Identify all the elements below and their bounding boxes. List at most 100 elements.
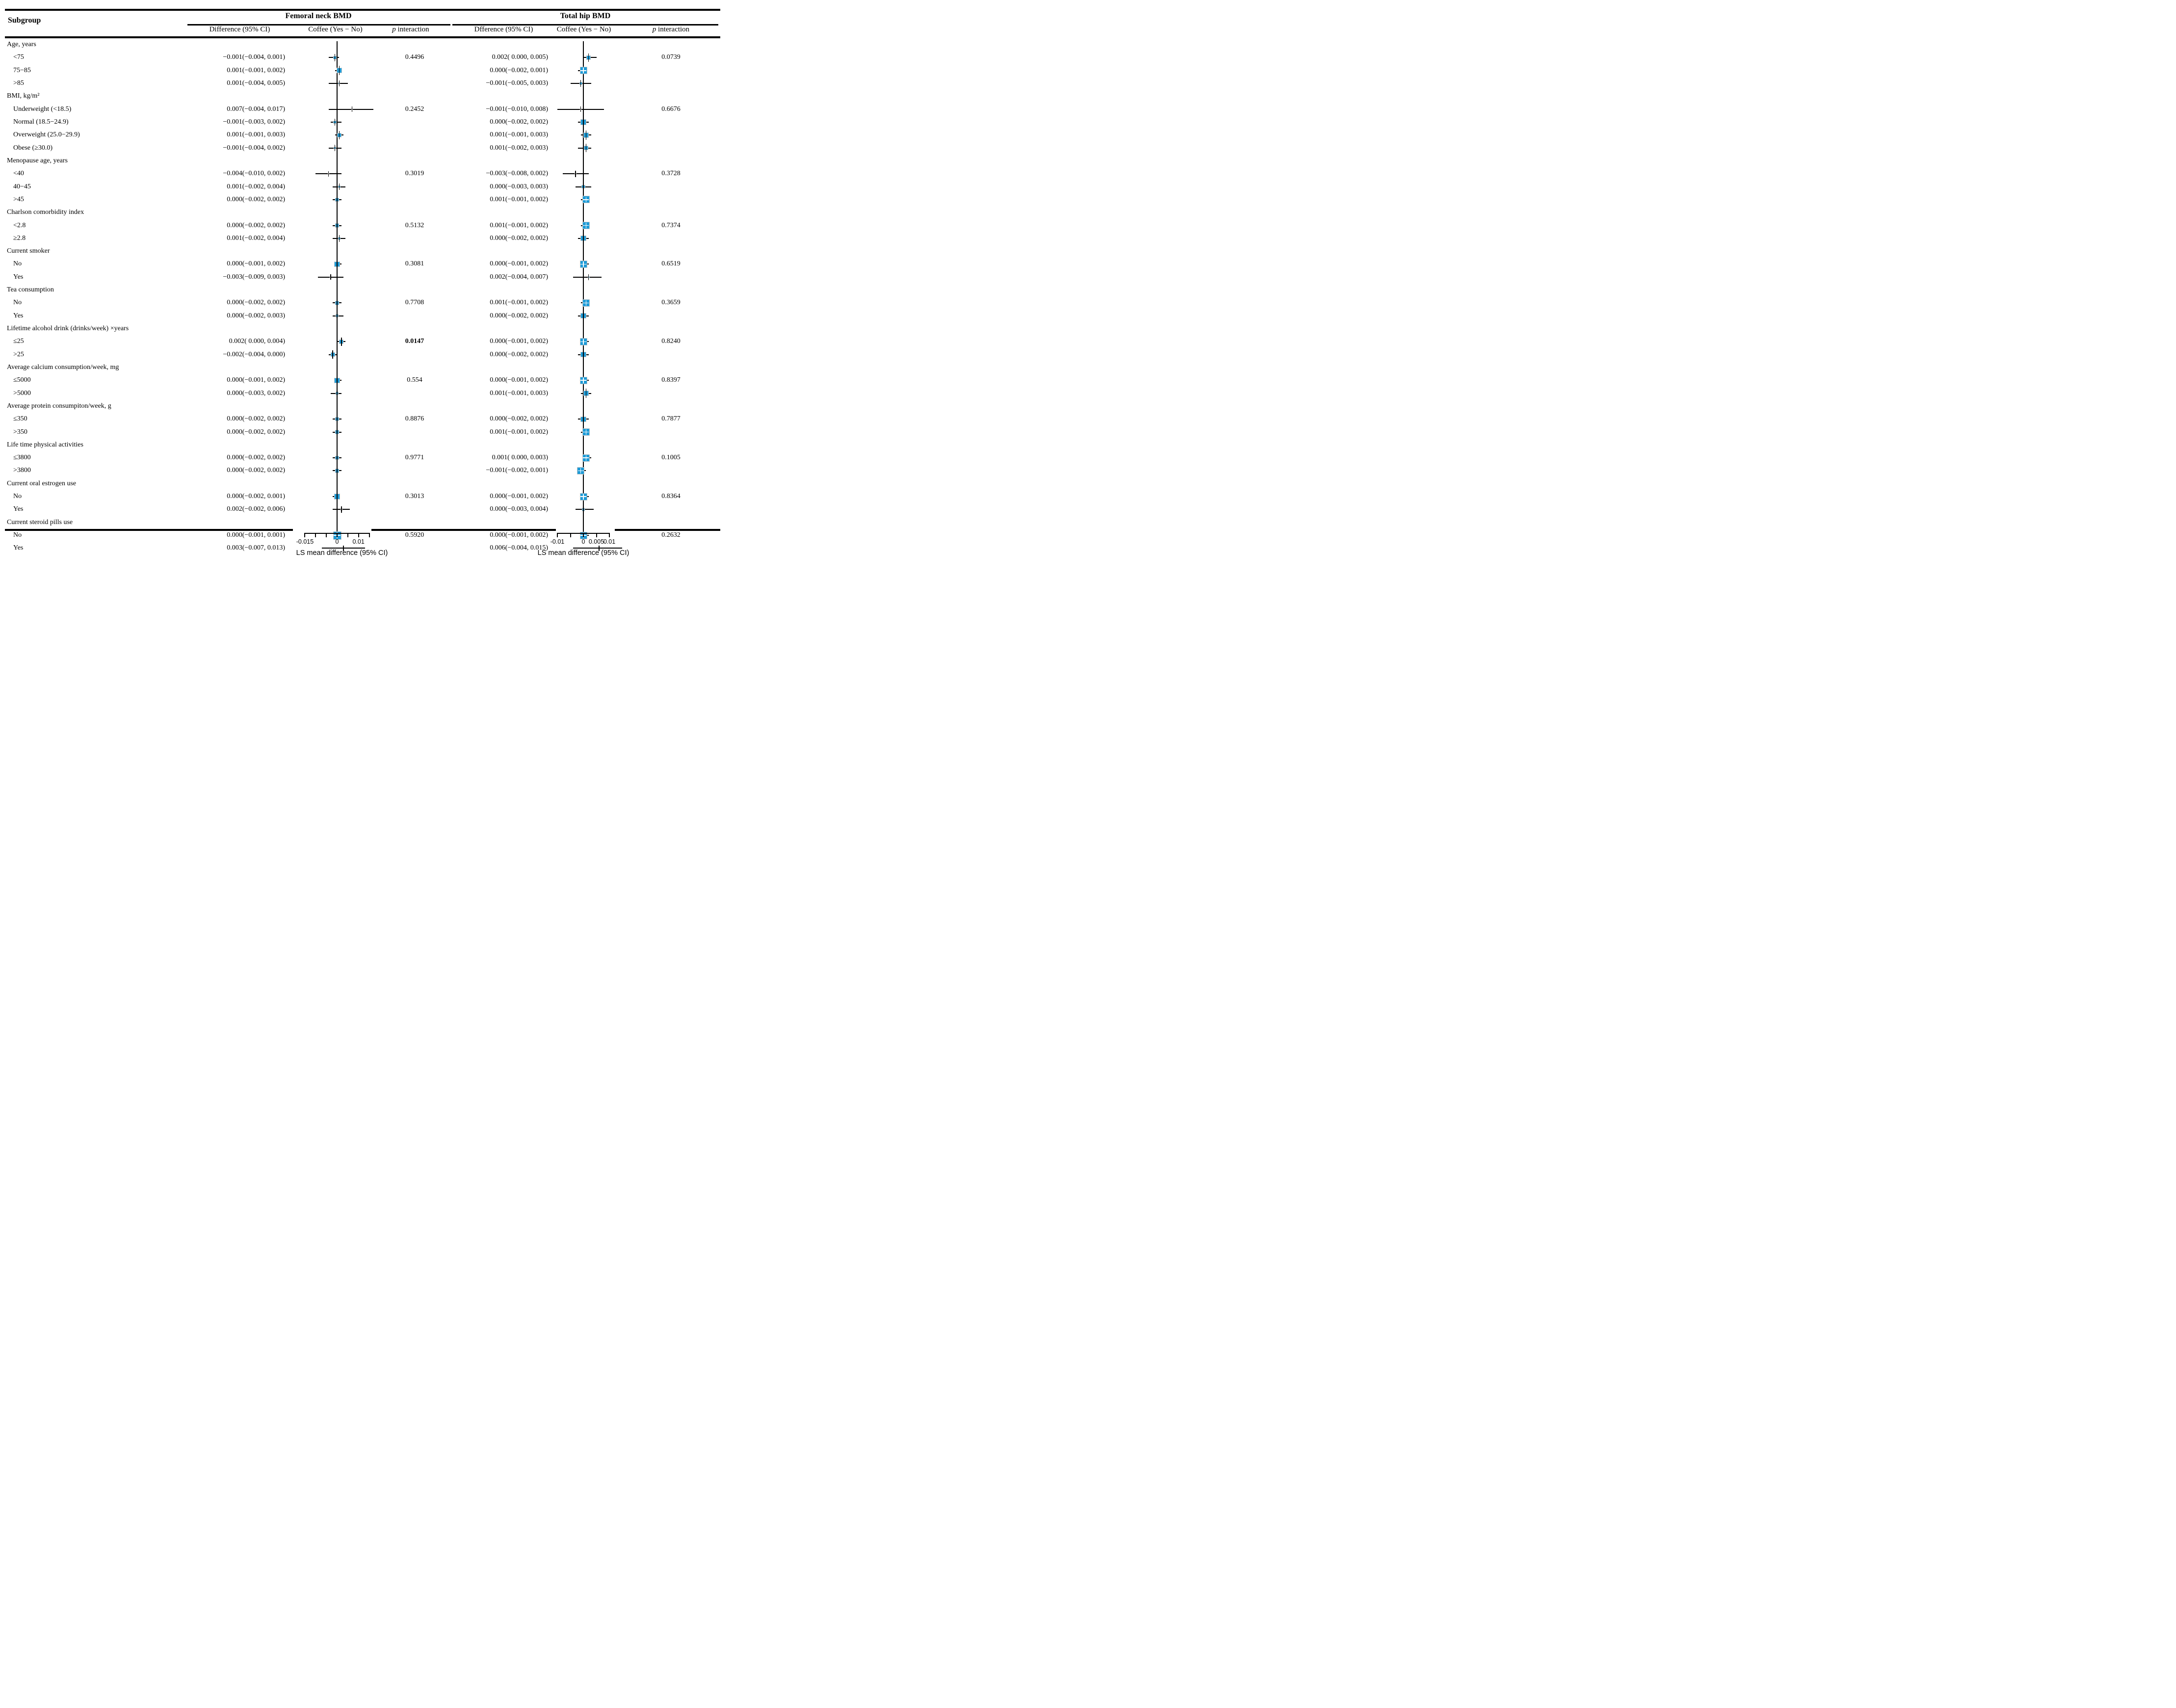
th-p-interaction-value: 0.3659 (661, 299, 681, 307)
th-axis-tick (596, 533, 597, 537)
fn-difference-value: 0.003(−0.007, 0.013) (227, 544, 285, 552)
subgroup-row-label: <2.8 (13, 221, 26, 229)
th-p-interaction-value: 0.3728 (661, 170, 681, 178)
fn-estimate-tick (351, 106, 353, 112)
th-forest-cell (556, 310, 622, 322)
fn-p-interaction-col-header: p interaction (374, 26, 447, 34)
fn-estimate-tick (337, 195, 338, 204)
th-forest-cell (556, 296, 622, 309)
subgroup-row-label: Underweight (<18.5) (13, 105, 72, 113)
th-axis-tick-label: -0.01 (550, 538, 565, 545)
th-white-cross-h (580, 380, 586, 381)
fn-difference-value: 0.000(−0.002, 0.002) (227, 299, 285, 307)
th-white-cross-h (580, 70, 586, 71)
fn-forest-cell (293, 387, 378, 399)
fn-forest-cell (293, 490, 378, 503)
fn-difference-value: 0.000(−0.002, 0.003) (227, 312, 285, 319)
th-p-interaction-value: 0.7374 (661, 221, 681, 229)
subgroup-row: Yes 0.002(−0.002, 0.006) 0.000(−0.003, 0.0… (5, 503, 720, 516)
fn-difference-value: −0.001(−0.004, 0.001) (223, 53, 285, 61)
th-white-cross-h (583, 199, 589, 200)
fn-estimate-tick (337, 259, 338, 269)
fn-difference-value: −0.002(−0.004, 0.000) (223, 350, 285, 358)
fn-forest-cell (293, 129, 378, 141)
th-p-interaction-value: 0.2632 (661, 531, 681, 539)
femoral-neck-underline (187, 24, 450, 26)
subgroup-row: Yes 0.000(−0.002, 0.003) 0.000(−0.002, 0.0… (5, 310, 720, 322)
fn-difference-value: 0.000(−0.001, 0.001) (227, 531, 285, 539)
th-white-cross-h (583, 431, 589, 433)
subgroup-row: No 0.000(−0.002, 0.001) 0.3013 0.000(−0.001… (5, 490, 720, 503)
fn-estimate-tick (339, 131, 340, 139)
fn-estimate-tick (339, 235, 340, 242)
th-forest-cell (556, 129, 622, 141)
th-estimate-tick (588, 53, 589, 62)
th-forest-cell (556, 51, 622, 64)
th-difference-value: 0.000(−0.002, 0.002) (490, 350, 548, 358)
bottom-rule-left (5, 529, 293, 531)
fn-forest-cell (293, 180, 378, 193)
fn-forest-cell (293, 219, 378, 232)
subgroup-group-label: BMI, kg/m² (7, 92, 40, 100)
subgroup-row-label: Yes (13, 273, 24, 281)
subgroup-group-row: Age, years (5, 38, 720, 51)
fn-estimate-tick (337, 221, 338, 230)
fn-difference-value: −0.001(−0.004, 0.002) (223, 144, 285, 152)
fn-axis-tick (368, 533, 370, 537)
fn-forest-cell (293, 271, 378, 284)
fn-forest-cell (293, 348, 378, 361)
th-axis-tick-label: 0.005 (588, 538, 604, 545)
fn-difference-value: −0.004(−0.010, 0.002) (223, 170, 285, 178)
th-white-cross-h (580, 496, 586, 497)
subgroup-row-label: Yes (13, 312, 24, 319)
subgroup-row-label: ≤350 (13, 415, 27, 423)
fn-difference-value: 0.001(−0.002, 0.004) (227, 183, 285, 190)
subgroup-row: ≤25 0.002( 0.000, 0.004) 0.0147 0.000(−0.00… (5, 335, 720, 348)
subgroup-row: 75−85 0.001(−0.001, 0.002) 0.000(−0.002, 0… (5, 64, 720, 77)
subgroup-group-label: Menopause age, years (7, 157, 68, 164)
fn-estimate-tick (337, 492, 338, 501)
fn-estimate-tick (334, 118, 336, 126)
th-p-interaction-value: 0.6676 (661, 105, 681, 113)
subgroup-row-label: No (13, 260, 22, 268)
subgroup-row-label: <40 (13, 170, 24, 178)
fn-p-interaction-value: 0.554 (407, 376, 422, 384)
subgroup-row: <75 −0.001(−0.004, 0.001) 0.4496 0.002( 0.0… (5, 51, 720, 64)
fn-forest-cell (293, 77, 378, 90)
fn-forest-cell (293, 296, 378, 309)
subgroup-row: Underweight (<18.5) 0.007(−0.004, 0.017) 0… (5, 103, 720, 116)
subgroup-row: >85 0.001(−0.004, 0.005) −0.001(−0.005, 0.… (5, 77, 720, 90)
th-forest-cell (556, 503, 622, 516)
fn-forest-cell (293, 425, 378, 438)
subgroup-group-label: Average calcium consumption/week, mg (7, 363, 119, 371)
subgroup-group-row: BMI, kg/m² (5, 90, 720, 103)
fn-forest-cell (293, 103, 378, 116)
subgroup-row: >350 0.000(−0.002, 0.002) 0.001(−0.001, 0.… (5, 425, 720, 438)
subgroup-group-row: Tea consumption (5, 284, 720, 296)
fn-difference-value: 0.000(−0.001, 0.002) (227, 376, 285, 384)
fn-forest-cell (293, 451, 378, 464)
fn-axis-tick-label: 0.01 (352, 538, 365, 545)
subgroup-header: Subgroup (8, 16, 41, 25)
fn-estimate-tick (330, 274, 331, 280)
th-forest-cell (556, 116, 622, 129)
fn-difference-value: 0.001(−0.001, 0.002) (227, 66, 285, 74)
subgroup-row-label: ≥2.8 (13, 234, 26, 242)
th-difference-value: 0.001( 0.000, 0.003) (492, 454, 548, 462)
th-p-interaction-value: 0.8364 (661, 493, 681, 500)
th-estimate-tick (580, 80, 581, 87)
subgroup-row-label: Overweight (25.0−29.9) (13, 131, 80, 139)
fn-difference-value: 0.001(−0.004, 0.005) (227, 79, 285, 87)
fn-difference-value: 0.007(−0.004, 0.017) (227, 105, 285, 113)
fn-difference-value: 0.000(−0.002, 0.002) (227, 454, 285, 462)
subgroup-row: Yes 0.003(−0.007, 0.013) 0.006(−0.004, 0.0… (5, 542, 720, 554)
subgroup-row-label: >5000 (13, 389, 31, 397)
subgroup-row-label: >350 (13, 428, 27, 436)
fn-p-interaction-value: 0.3081 (405, 260, 424, 268)
subgroup-row: <2.8 0.000(−0.002, 0.002) 0.5132 0.001(−0.0… (5, 219, 720, 232)
fn-difference-value: −0.003(−0.009, 0.003) (223, 273, 285, 281)
th-difference-value: 0.000(−0.002, 0.002) (490, 415, 548, 423)
fn-forest-cell (293, 232, 378, 245)
th-difference-value: 0.006(−0.004, 0.015) (490, 544, 548, 552)
fn-forest-cell (293, 64, 378, 77)
